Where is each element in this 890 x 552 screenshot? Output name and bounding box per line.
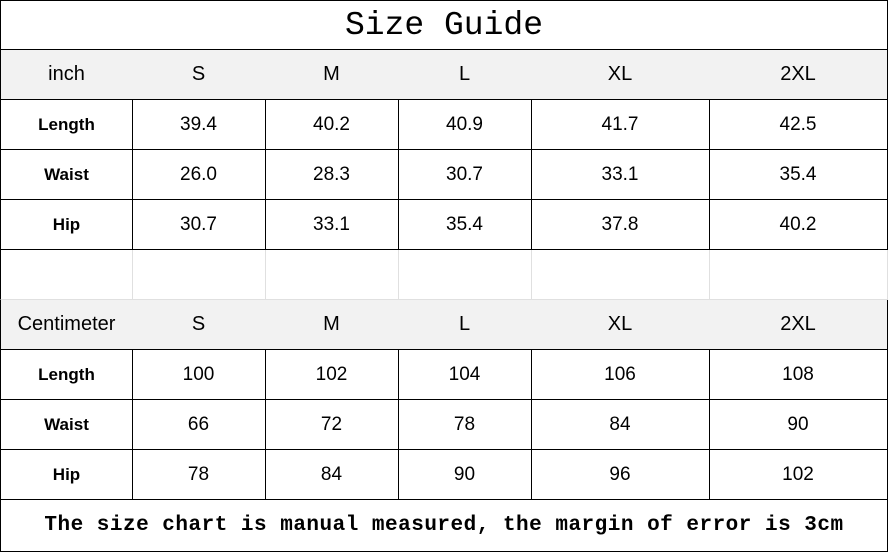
table-cell: 28.3: [265, 150, 399, 200]
row-label: Length: [0, 350, 133, 400]
table-cell: 33.1: [531, 150, 710, 200]
size-header: S: [132, 300, 266, 350]
table-cell: 39.4: [132, 100, 266, 150]
table-cell: 96: [531, 450, 710, 500]
table-cell: 33.1: [265, 200, 399, 250]
unit-header: Centimeter: [0, 300, 133, 350]
table-cell: 35.4: [398, 200, 532, 250]
size-header: L: [398, 300, 532, 350]
table-cell: 40.2: [709, 200, 888, 250]
table-cell: 72: [265, 400, 399, 450]
row-label: Hip: [0, 200, 133, 250]
table-cell: 106: [531, 350, 710, 400]
spacer-cell: [0, 250, 133, 300]
size-header: XL: [531, 300, 710, 350]
table-cell: 78: [398, 400, 532, 450]
table-cell: 37.8: [531, 200, 710, 250]
table-cell: 78: [132, 450, 266, 500]
table-cell: 102: [265, 350, 399, 400]
spacer-cell: [531, 250, 710, 300]
table-cell: 100: [132, 350, 266, 400]
table-cell: 42.5: [709, 100, 888, 150]
table-cell: 90: [709, 400, 888, 450]
table-cell: 84: [531, 400, 710, 450]
row-label: Hip: [0, 450, 133, 500]
table-cell: 41.7: [531, 100, 710, 150]
table-cell: 84: [265, 450, 399, 500]
table-cell: 66: [132, 400, 266, 450]
table-cell: 35.4: [709, 150, 888, 200]
size-header: M: [265, 300, 399, 350]
spacer-cell: [265, 250, 399, 300]
unit-header: inch: [0, 50, 133, 100]
row-label: Waist: [0, 400, 133, 450]
size-header: S: [132, 50, 266, 100]
spacer-cell: [709, 250, 888, 300]
page-title: Size Guide: [0, 0, 888, 50]
size-header: M: [265, 50, 399, 100]
size-header: 2XL: [709, 300, 888, 350]
table-cell: 30.7: [132, 200, 266, 250]
table-cell: 108: [709, 350, 888, 400]
size-header: XL: [531, 50, 710, 100]
table-cell: 90: [398, 450, 532, 500]
table-cell: 26.0: [132, 150, 266, 200]
table-cell: 30.7: [398, 150, 532, 200]
spacer-cell: [398, 250, 532, 300]
size-header: 2XL: [709, 50, 888, 100]
table-cell: 102: [709, 450, 888, 500]
spacer-cell: [132, 250, 266, 300]
table-cell: 40.9: [398, 100, 532, 150]
footer-note: The size chart is manual measured, the m…: [0, 500, 888, 552]
row-label: Length: [0, 100, 133, 150]
table-cell: 40.2: [265, 100, 399, 150]
table-cell: 104: [398, 350, 532, 400]
row-label: Waist: [0, 150, 133, 200]
size-header: L: [398, 50, 532, 100]
